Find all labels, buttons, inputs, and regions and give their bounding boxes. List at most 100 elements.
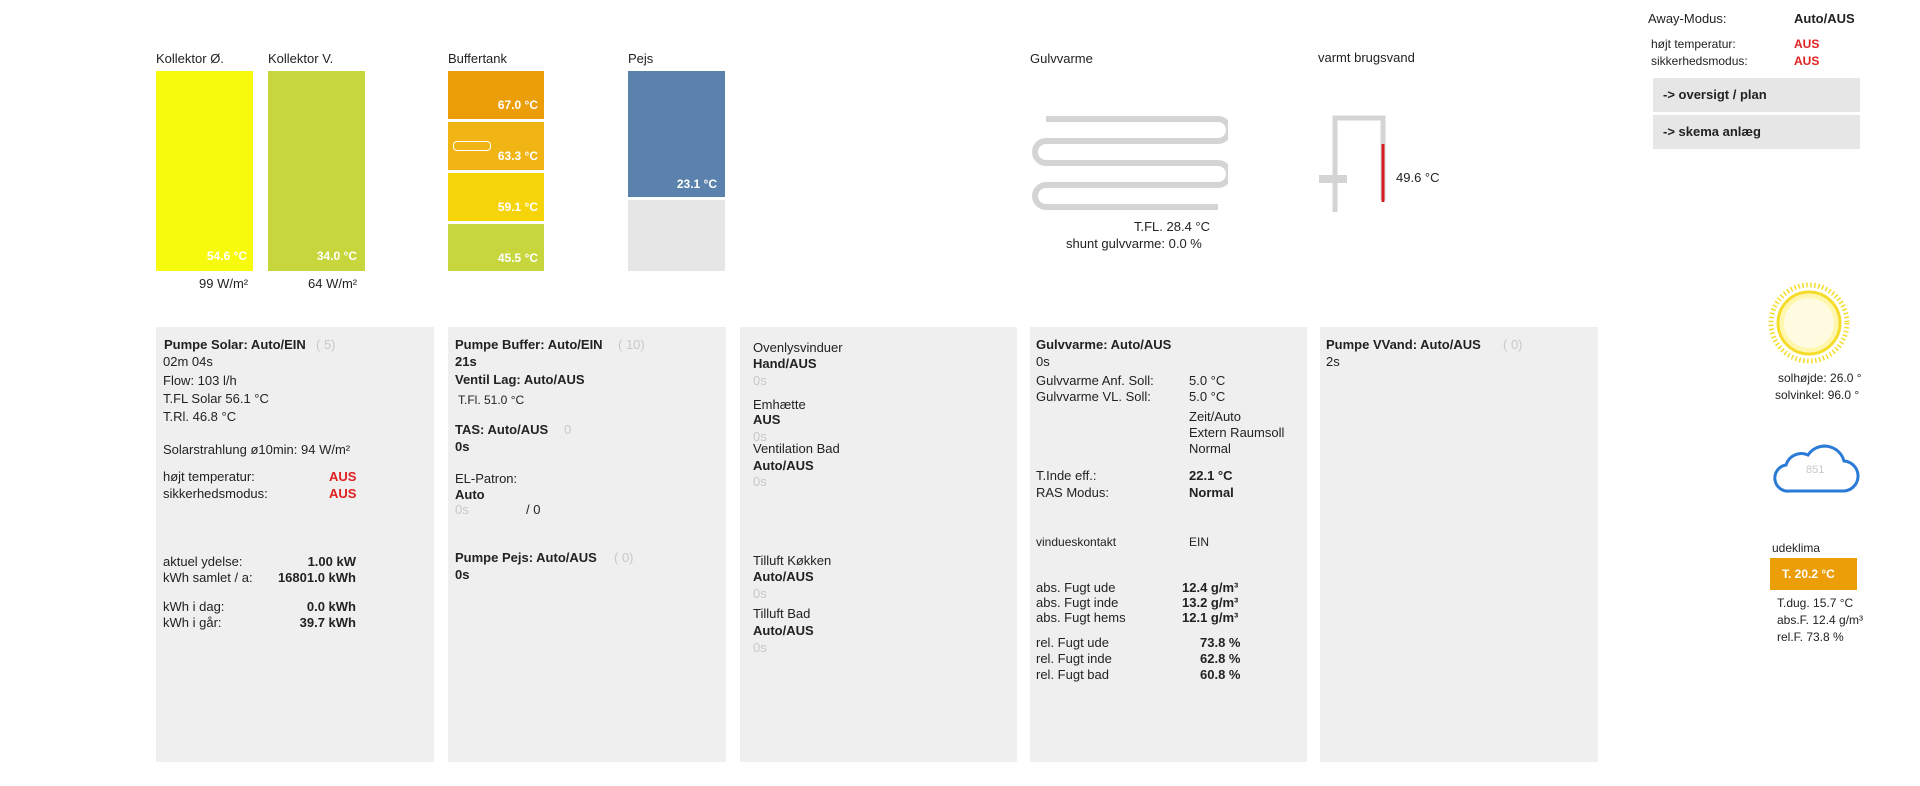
ovenlys-time: 0s — [753, 373, 767, 388]
buffer-segment-2[interactable]: 63.3 °C — [448, 122, 544, 170]
solar-trl: T.Rl. 46.8 °C — [163, 409, 237, 424]
kollektor-v-tile[interactable]: 34.0 °C — [268, 71, 365, 271]
pejs-pump-count: ( 0) — [614, 550, 634, 565]
solar-igar-label: kWh i går: — [163, 615, 222, 630]
tilluft-bad-label: Tilluft Bad — [753, 606, 811, 621]
ventil-lag[interactable]: Ventil Lag: Auto/AUS — [455, 372, 585, 387]
tinde-label: T.Inde eff.: — [1036, 468, 1097, 483]
gulvvarme-tfl: T.FL. 28.4 °C — [1134, 219, 1211, 234]
buffer-temp-2: 63.3 °C — [497, 149, 538, 163]
away-hot-label: højt temperatur: — [1651, 37, 1736, 51]
el-patron-value[interactable]: Auto — [455, 487, 485, 502]
abs-fugt-hems-value: 12.1 g/m³ — [1182, 610, 1239, 625]
away-safety-label: sikkerhedsmodus: — [1651, 54, 1748, 68]
rel-fugt-inde-label: rel. Fugt inde — [1036, 651, 1112, 666]
floor-heating-time: 0s — [1036, 354, 1050, 369]
buffer-tfl: T.Fl. 51.0 °C — [458, 393, 525, 407]
brugsvand-title: varmt brugsvand — [1318, 50, 1415, 65]
solar-samlet-label: kWh samlet / a: — [163, 570, 253, 585]
rel-fugt-bad-value: 60.8 % — [1200, 667, 1241, 682]
solar-hot-label: højt temperatur: — [163, 469, 255, 484]
solar-idag-label: kWh i dag: — [163, 599, 225, 614]
kollektor-o-title: Kollektor Ø. — [156, 51, 224, 66]
rel-fugt-ude-label: rel. Fugt ude — [1036, 635, 1109, 650]
solar-pump-time: 02m 04s — [163, 354, 213, 369]
ovenlys-value[interactable]: Hand/AUS — [753, 356, 817, 371]
vent-bad-time: 0s — [753, 474, 767, 489]
abs-fugt-inde-label: abs. Fugt inde — [1036, 595, 1119, 610]
emhaette-time: 0s — [753, 429, 767, 444]
tilluft-kokken-value[interactable]: Auto/AUS — [753, 569, 814, 584]
solar-safety-label: sikkerhedsmodus: — [163, 486, 268, 501]
solar-flow: Flow: 103 l/h — [163, 373, 237, 388]
vent-bad-value[interactable]: Auto/AUS — [753, 458, 814, 473]
pejs-pump-time: 0s — [455, 567, 470, 582]
pejs-temp: 23.1 °C — [676, 177, 717, 191]
tilluft-kokken-label: Tilluft Køkken — [753, 553, 832, 568]
away-mode-label: Away-Modus: — [1648, 11, 1727, 26]
abs-fugt-inde-value: 13.2 g/m³ — [1182, 595, 1239, 610]
solar-radiation: Solarstrahlung ø10min: 94 W/m² — [163, 442, 351, 457]
away-safety-value: AUS — [1794, 54, 1820, 68]
tilluft-kokken-time: 0s — [753, 586, 767, 601]
oversigt-plan-button[interactable]: -> oversigt / plan — [1653, 78, 1860, 112]
hot-water-tap-icon — [1319, 115, 1386, 212]
solar-pump-count: ( 5) — [316, 337, 336, 352]
vl-soll-label: Gulvvarme VL. Soll: — [1036, 389, 1151, 404]
solar-safety-value: AUS — [329, 486, 357, 501]
abs-fugt-hems-label: abs. Fugt hems — [1036, 610, 1126, 625]
tas-title[interactable]: TAS: Auto/AUS — [455, 422, 549, 437]
away-mode-value: Auto/AUS — [1794, 11, 1855, 26]
skema-anlaeg-button[interactable]: -> skema anlæg — [1653, 115, 1860, 149]
abs-humidity: abs.F. 12.4 g/m³ — [1777, 613, 1864, 627]
el-patron-label: EL-Patron: — [455, 471, 518, 486]
sun-altitude: solhøjde: 26.0 ° — [1778, 371, 1862, 385]
floor-heating-title[interactable]: Gulvvarme: Auto/AUS — [1036, 337, 1172, 352]
tilluft-bad-value[interactable]: Auto/AUS — [753, 623, 814, 638]
el-patron-count: / 0 — [526, 502, 541, 517]
brugsvand-temp: 49.6 °C — [1396, 170, 1440, 185]
solar-hot-value: AUS — [329, 469, 357, 484]
emhaette-label: Emhætte — [753, 397, 806, 412]
tas-time: 0s — [455, 439, 470, 454]
pejs-tile[interactable]: 23.1 °C — [628, 71, 725, 197]
buffertank-title: Buffertank — [448, 51, 508, 66]
kollektor-v-power: 64 W/m² — [308, 276, 358, 291]
anf-soll-label: Gulvvarme Anf. Soll: — [1036, 373, 1154, 388]
gulvvarme-shunt: shunt gulvvarme: 0.0 % — [1066, 236, 1202, 251]
buffer-pump-count: ( 10) — [618, 337, 645, 352]
buffer-temp-3: 59.1 °C — [497, 200, 538, 214]
udeklima-label: udeklima — [1772, 541, 1821, 555]
buffer-panel: Pumpe Buffer: Auto/EIN ( 10) 21s Ventil … — [448, 327, 726, 762]
mode-raumsoll: Extern Raumsoll — [1189, 425, 1285, 440]
abs-fugt-ude-label: abs. Fugt ude — [1036, 580, 1116, 595]
buffer-segment-1[interactable]: 67.0 °C — [448, 71, 544, 119]
kollektor-o-temp: 54.6 °C — [206, 249, 247, 263]
pejs-pump-title[interactable]: Pumpe Pejs: Auto/AUS — [455, 550, 597, 565]
tinde-value: 22.1 °C — [1189, 468, 1233, 483]
mode-normal: Normal — [1189, 441, 1231, 456]
el-patron-time: 0s — [455, 502, 469, 517]
solar-panel: Pumpe Solar: Auto/EIN ( 5) 02m 04s Flow:… — [156, 327, 434, 762]
buffer-temp-1: 67.0 °C — [497, 98, 538, 112]
rel-fugt-bad-label: rel. Fugt bad — [1036, 667, 1109, 682]
tas-count: 0 — [564, 422, 572, 437]
vent-bad-label: Ventilation Bad — [753, 441, 840, 456]
emhaette-value[interactable]: AUS — [753, 412, 781, 427]
tilluft-bad-time: 0s — [753, 640, 767, 655]
solar-ydelse-value: 1.00 kW — [307, 554, 356, 569]
kollektor-v-title: Kollektor V. — [268, 51, 334, 66]
vindue-value: EIN — [1189, 535, 1210, 549]
kollektor-o-tile[interactable]: 54.6 °C — [156, 71, 253, 271]
abs-fugt-ude-value: 12.4 g/m³ — [1182, 580, 1239, 595]
kollektor-o-power: 99 W/m² — [199, 276, 249, 291]
heating-element-icon — [453, 141, 491, 151]
buffer-segment-4[interactable]: 45.5 °C — [448, 224, 544, 271]
ovenlys-label: Ovenlysvinduer — [753, 340, 843, 355]
solar-pump-title[interactable]: Pumpe Solar: Auto/EIN — [164, 337, 306, 352]
outdoor-temp: T. 20.2 °C — [1782, 567, 1835, 581]
vvand-pump-title[interactable]: Pumpe VVand: Auto/AUS — [1326, 337, 1481, 352]
rel-humidity: rel.F. 73.8 % — [1777, 630, 1844, 644]
buffer-pump-title[interactable]: Pumpe Buffer: Auto/EIN — [455, 337, 603, 352]
buffer-segment-3[interactable]: 59.1 °C — [448, 173, 544, 221]
